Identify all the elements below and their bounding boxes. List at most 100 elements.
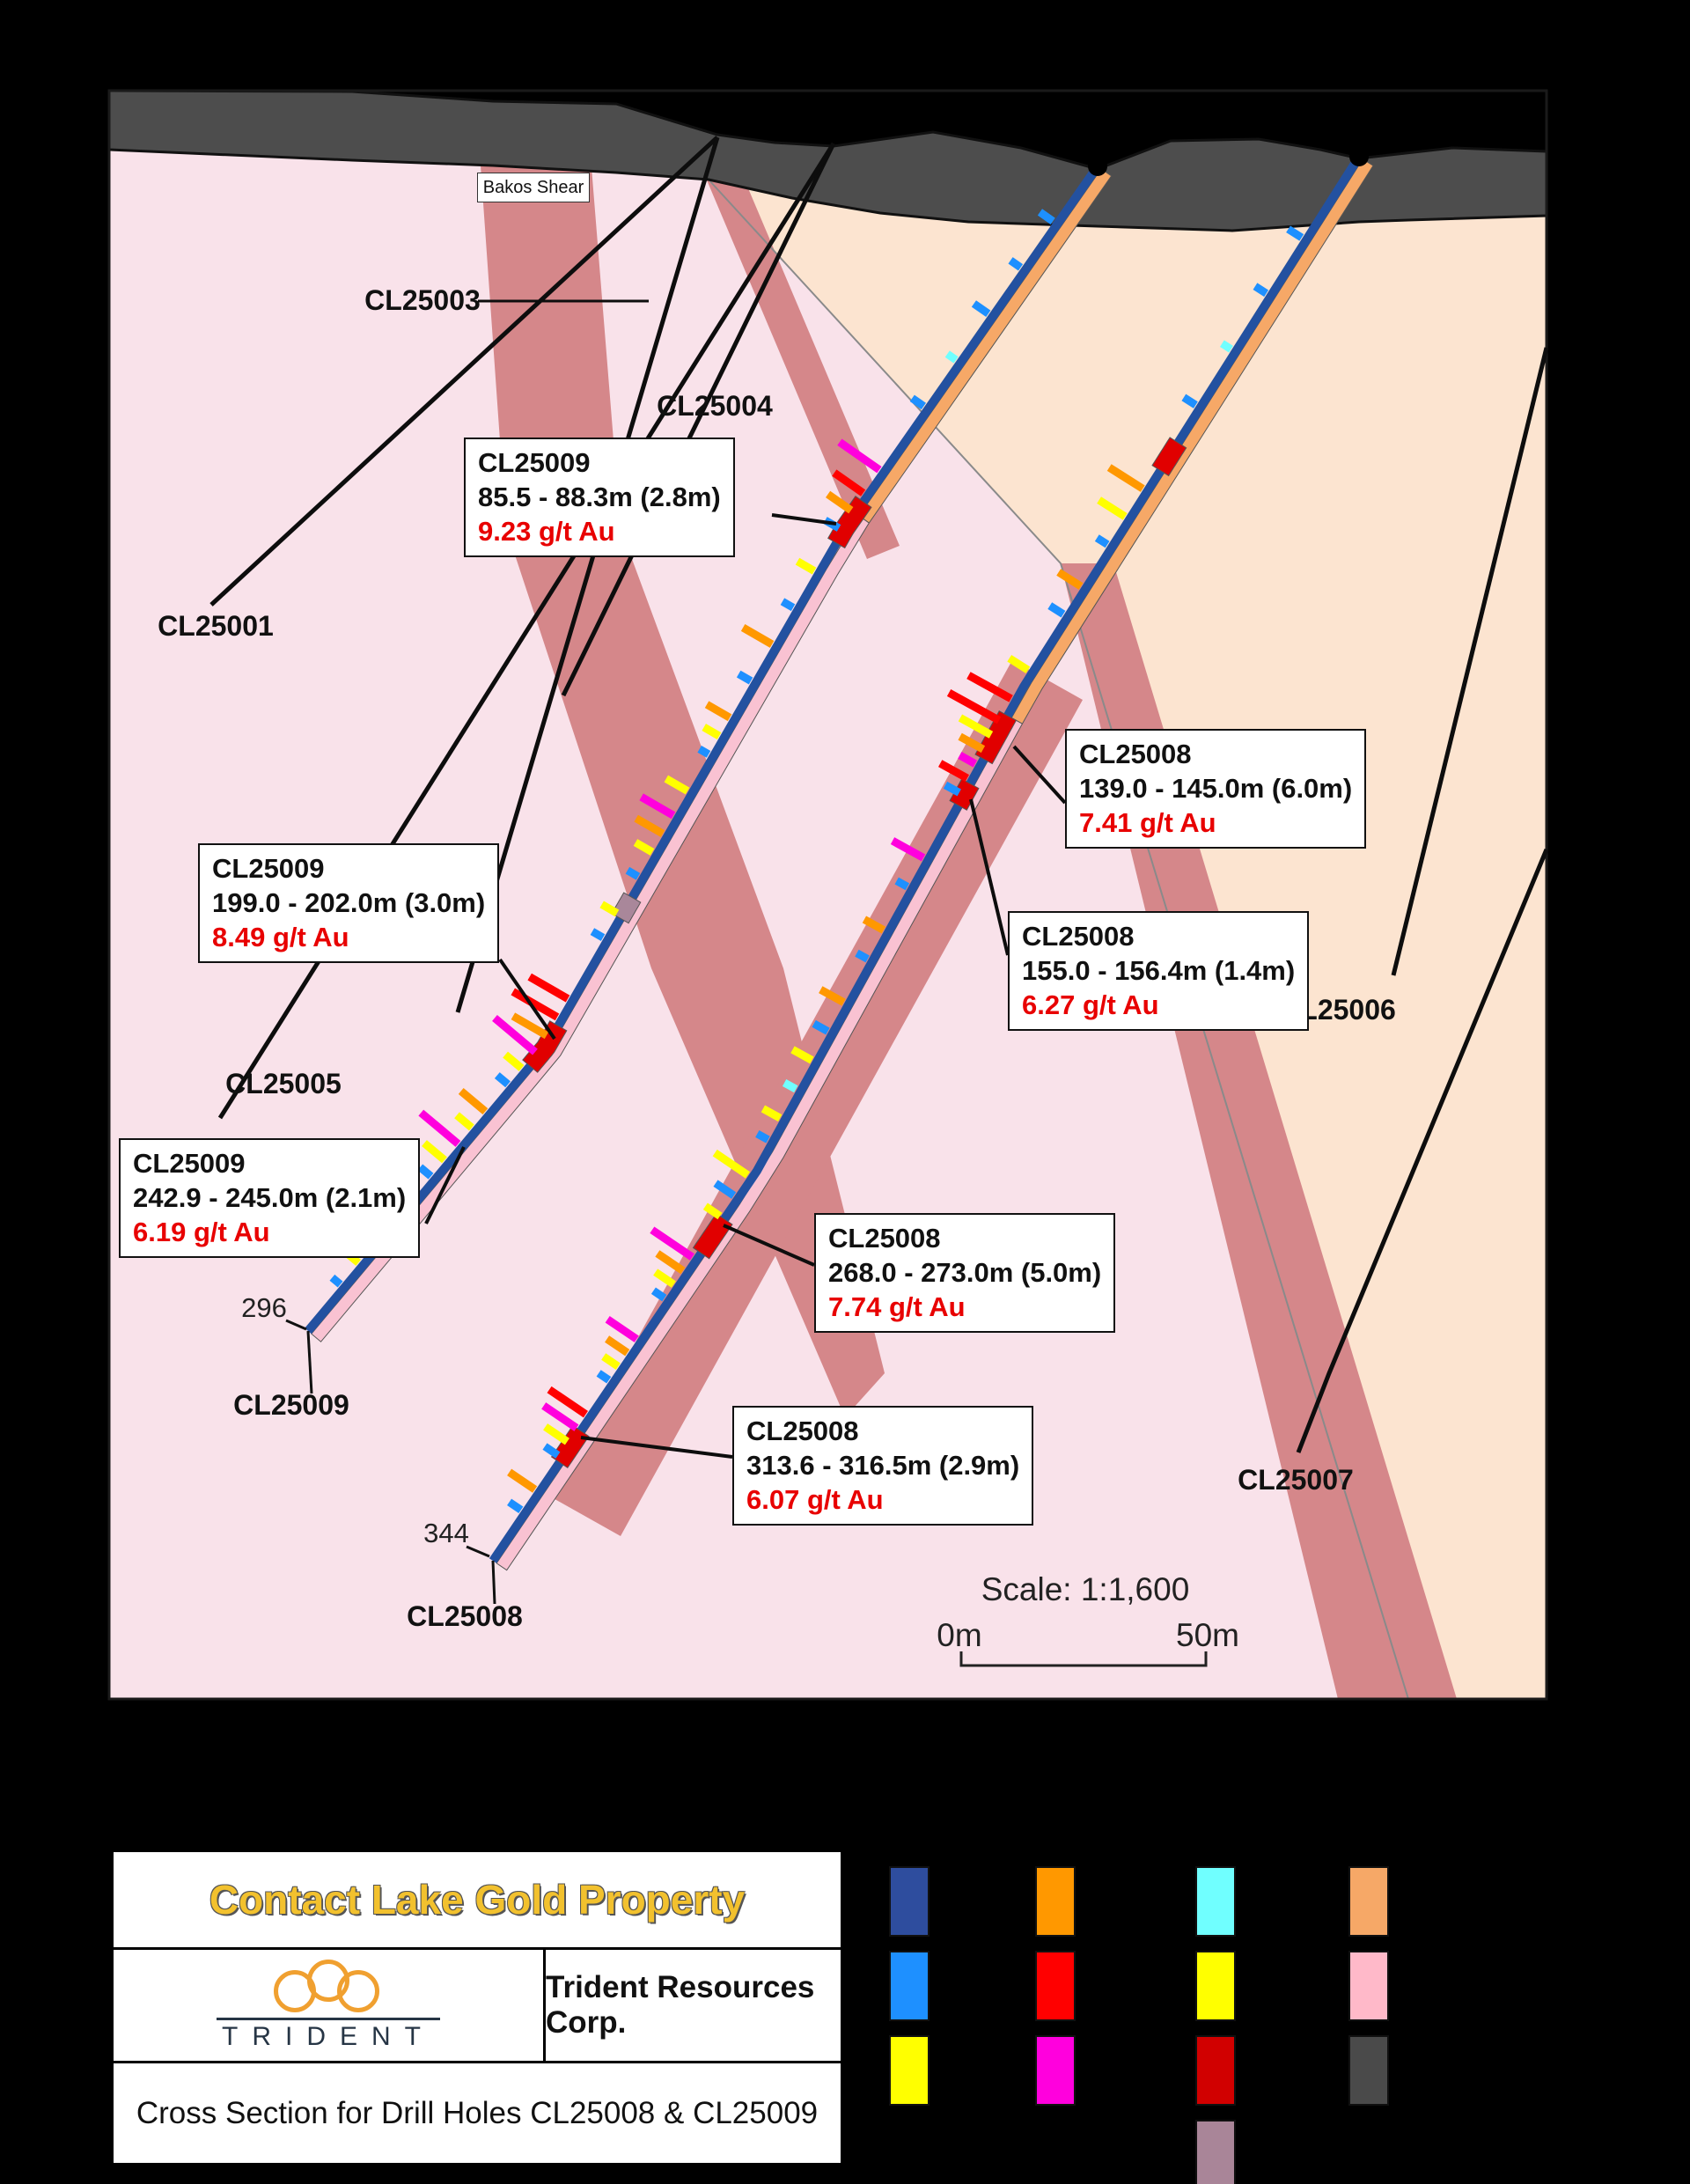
assay-bar	[599, 901, 620, 917]
assay-bar	[1106, 464, 1145, 492]
assay-bar	[760, 1105, 783, 1122]
eoh-depth-label-CL25008: 344	[423, 1518, 469, 1548]
assay-bar	[826, 490, 854, 514]
eoh-leader-CL25009	[306, 1330, 313, 1394]
assay-bar	[1253, 283, 1269, 298]
collar-CL25008	[1349, 147, 1369, 166]
assay-bar	[862, 916, 885, 934]
assay-bar	[740, 624, 775, 648]
mineralized-interval-CL25008	[949, 778, 980, 811]
trident-logo: TRIDENT	[114, 1950, 546, 2061]
assay-bar	[890, 837, 926, 862]
hole-label-CL25001: CL25001	[158, 610, 274, 642]
legend-swatch-magenta	[1035, 2035, 1076, 2106]
callout-interval: 199.0 - 202.0m (3.0m)	[212, 886, 486, 918]
assay-bar	[832, 469, 866, 496]
assay-bar	[507, 1468, 538, 1493]
bakos-shear-label: Bakos Shear	[477, 173, 590, 202]
hole-label-CL25007: CL25007	[1238, 1464, 1354, 1496]
callout-pointer-2	[498, 958, 556, 1041]
callout-pointers-layer	[424, 513, 1067, 1459]
hole-label-CL25003: CL25003	[364, 284, 481, 316]
assay-bar	[697, 745, 711, 758]
legend-swatch-yellow-2	[1195, 1951, 1236, 2021]
assay-bar	[422, 1140, 447, 1164]
trace-line-CL25001	[209, 136, 719, 607]
mineralized-interval-CL25008	[1151, 437, 1187, 477]
trace-CL25009	[305, 164, 1102, 1335]
scale-bar	[959, 1651, 1208, 1667]
assay-callout-CL25008-6: CL25008 268.0 - 273.0m (5.0m) 7.74 g/t Au	[814, 1213, 1116, 1334]
scale-right-tick-label: 50m	[1176, 1617, 1239, 1653]
drillhole-CL25009	[285, 157, 1113, 1394]
assay-bar	[855, 949, 870, 963]
trace-line-CL25007	[1296, 849, 1549, 1453]
assay-callout-CL25009-2: CL25009 199.0 - 202.0m (3.0m) 8.49 g/t Au	[198, 843, 500, 964]
legend-swatch-cyan	[1195, 1866, 1236, 1937]
property-title: Contact Lake Gold Property	[209, 1877, 746, 1923]
assay-bar	[329, 1274, 343, 1288]
trace-line-CL25004	[561, 142, 836, 697]
assay-bar	[527, 973, 570, 1003]
callout-pointer-7	[580, 1436, 733, 1459]
callout-grade: 6.19 g/t Au	[133, 1216, 270, 1247]
eoh-tick-CL25008	[466, 1545, 490, 1558]
callout-pointer-4	[1012, 745, 1067, 805]
assay-bar	[1047, 602, 1066, 618]
assay-bar	[547, 1386, 588, 1418]
callout-grade: 7.41 g/t Au	[1079, 806, 1216, 838]
labels-layer: 296 CL25009 344 CL25008 CL25001 CL25003 CL2500…	[158, 284, 1396, 1632]
legend-swatch-pink	[1348, 1951, 1389, 2021]
assay-bar	[943, 781, 961, 797]
hole-name-label-CL25008: CL25008	[407, 1600, 523, 1632]
assay-bar	[418, 1109, 461, 1147]
company-cell: Trident Resources Corp.	[546, 1950, 841, 2061]
assay-bar	[601, 1353, 621, 1370]
eoh-tick-CL25009	[285, 1319, 307, 1331]
callout-grade: 8.49 g/t Au	[212, 921, 349, 952]
assay-bar	[664, 775, 690, 795]
assay-bar	[492, 1015, 538, 1055]
legend-swatch-yellow	[889, 2035, 930, 2106]
assay-bar	[713, 1180, 737, 1199]
assay-bar	[541, 1402, 579, 1431]
assay-bar	[655, 1250, 686, 1275]
assay-bar	[1056, 569, 1084, 590]
assay-bar	[507, 1498, 524, 1514]
assay-bar	[596, 1370, 612, 1384]
scale-title: Scale: 1:1,600	[981, 1571, 1190, 1607]
company-name: Trident Resources Corp.	[546, 1970, 815, 2040]
assay-bar	[511, 1012, 549, 1040]
above-surface-black	[109, 91, 1547, 169]
assay-bar	[712, 1149, 750, 1179]
callout-grade: 7.74 g/t Au	[828, 1291, 966, 1322]
assay-bar	[782, 1079, 798, 1093]
eoh-leader-CL25008	[491, 1560, 496, 1605]
callout-hole-id: CL25008	[1079, 739, 1192, 769]
assay-bar	[819, 986, 846, 1006]
assay-bar	[946, 689, 1002, 724]
callout-interval: 242.9 - 245.0m (2.1m)	[133, 1181, 407, 1213]
eoh-depth-label-CL25009: 296	[241, 1292, 287, 1323]
collar-CL25009	[1088, 157, 1107, 176]
assay-bar	[790, 1046, 814, 1064]
assay-bar	[1097, 496, 1128, 520]
assay-bar	[1286, 225, 1304, 241]
callout-interval: 268.0 - 273.0m (5.0m)	[828, 1256, 1102, 1288]
callout-pointer-6	[723, 1224, 815, 1267]
legend-swatch-dark-gray	[1348, 2035, 1389, 2106]
callout-grade: 9.23 g/t Au	[478, 515, 615, 547]
assay-bar	[1219, 340, 1233, 353]
assay-bar	[702, 724, 722, 739]
assay-bar	[590, 928, 606, 942]
mineralized-interval-CL25008	[974, 710, 1018, 765]
title-row: Contact Lake Gold Property	[114, 1852, 841, 1950]
interval-mauve-CL25009	[611, 892, 642, 924]
assay-bar	[837, 438, 882, 474]
assay-bar	[1094, 534, 1110, 548]
callout-hole-id: CL25008	[746, 1416, 859, 1446]
callout-hole-id: CL25009	[478, 447, 591, 478]
trace-CL25008	[489, 154, 1363, 1563]
assay-bar	[894, 877, 910, 891]
